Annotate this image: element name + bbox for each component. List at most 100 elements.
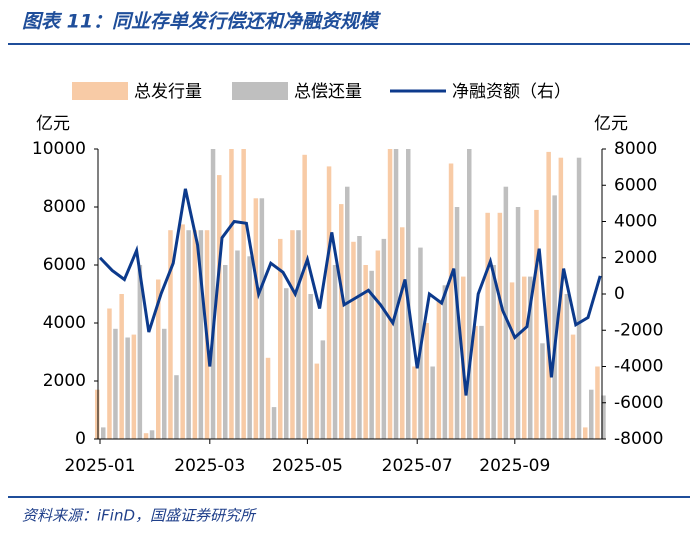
y-tick-label: 0 xyxy=(75,429,86,449)
bar xyxy=(174,375,179,439)
bar xyxy=(576,157,582,439)
bar xyxy=(290,230,295,439)
bar xyxy=(95,389,100,439)
bar xyxy=(326,166,332,439)
legend-swatch xyxy=(232,82,288,100)
bar xyxy=(223,265,228,439)
bar xyxy=(485,212,490,439)
bar xyxy=(412,366,417,439)
bar xyxy=(168,230,173,439)
bar xyxy=(186,230,191,439)
bar xyxy=(479,325,484,439)
bar xyxy=(241,149,246,439)
bar xyxy=(564,294,570,439)
bar xyxy=(515,207,521,439)
bar xyxy=(467,149,472,439)
bar xyxy=(284,288,289,439)
bar xyxy=(320,340,326,439)
bar xyxy=(107,308,112,439)
y2-tick-label: -8000 xyxy=(614,429,663,449)
bar xyxy=(156,279,161,439)
bar xyxy=(210,149,216,439)
source: 资料来源：iFinD，国盛证券研究所 xyxy=(22,507,257,525)
bar xyxy=(442,285,448,439)
bar xyxy=(503,186,509,439)
y2-tick-label: 6000 xyxy=(614,175,657,195)
y-tick-label: 8000 xyxy=(43,197,86,217)
y2-label: 亿元 xyxy=(594,114,628,134)
bar xyxy=(137,265,143,439)
legend-swatch xyxy=(72,82,128,100)
bar xyxy=(601,395,606,439)
y-tick-label: 6000 xyxy=(43,255,86,275)
bar xyxy=(271,407,277,439)
bar xyxy=(113,328,118,439)
y2-tick-label: 4000 xyxy=(614,212,657,232)
bar xyxy=(436,299,442,439)
bar xyxy=(369,270,374,439)
bar xyxy=(522,276,527,439)
bar xyxy=(424,323,429,439)
bar xyxy=(583,427,588,439)
x-tick-label: 2025-05 xyxy=(272,456,343,476)
bar xyxy=(308,294,313,439)
bar xyxy=(454,207,460,439)
bar xyxy=(534,209,539,439)
bar xyxy=(546,151,551,439)
x-tick-label: 2025-03 xyxy=(174,456,245,476)
bar xyxy=(198,230,204,439)
bar xyxy=(345,186,350,439)
y2-tick-label: -2000 xyxy=(614,320,663,340)
bar xyxy=(473,325,478,439)
bar xyxy=(143,433,149,439)
y-tick-label: 2000 xyxy=(43,371,86,391)
bar xyxy=(357,236,362,439)
y2-tick-label: -4000 xyxy=(614,357,663,377)
bar xyxy=(265,357,271,439)
y-tick-label: 4000 xyxy=(43,313,86,333)
bar xyxy=(540,343,545,439)
x-tick-label: 2025-07 xyxy=(382,456,453,476)
bar xyxy=(589,389,594,439)
bar xyxy=(296,230,301,439)
x-tick-label: 2025-01 xyxy=(64,456,135,476)
bar xyxy=(332,265,338,439)
bar xyxy=(314,363,320,439)
legend-label: 总偿还量 xyxy=(294,82,362,102)
y2-tick-label: 0 xyxy=(614,284,625,304)
bar xyxy=(387,149,393,439)
bar xyxy=(119,294,124,439)
bar xyxy=(375,250,381,439)
bar xyxy=(278,238,283,439)
bar xyxy=(247,256,252,439)
bar xyxy=(235,250,240,439)
bar xyxy=(570,334,576,439)
bar xyxy=(192,230,198,439)
x-tick-label: 2025-09 xyxy=(479,456,550,476)
bar xyxy=(253,198,259,439)
bar xyxy=(162,328,167,439)
bar xyxy=(180,224,185,439)
y2-tick-label: 8000 xyxy=(614,139,657,159)
bar xyxy=(339,204,344,439)
bar xyxy=(509,282,515,439)
bar xyxy=(302,154,307,439)
bar xyxy=(381,238,387,439)
chart-title: 图表 11：同业存单发行偿还和净融资规模 xyxy=(22,11,382,33)
legend-label: 净融资额（右） xyxy=(452,82,571,102)
bar xyxy=(448,163,454,439)
net-line xyxy=(98,188,602,396)
y2-tick-label: 2000 xyxy=(614,248,657,268)
bar xyxy=(125,337,130,439)
bar xyxy=(229,149,234,439)
bar xyxy=(363,265,368,439)
bar xyxy=(430,366,435,439)
bar xyxy=(259,198,265,439)
bar xyxy=(528,276,533,439)
bar xyxy=(131,334,137,439)
bar xyxy=(595,366,600,439)
y-tick-label: 10000 xyxy=(32,139,86,159)
bar xyxy=(101,427,106,439)
y2-tick-label: -6000 xyxy=(614,393,663,413)
